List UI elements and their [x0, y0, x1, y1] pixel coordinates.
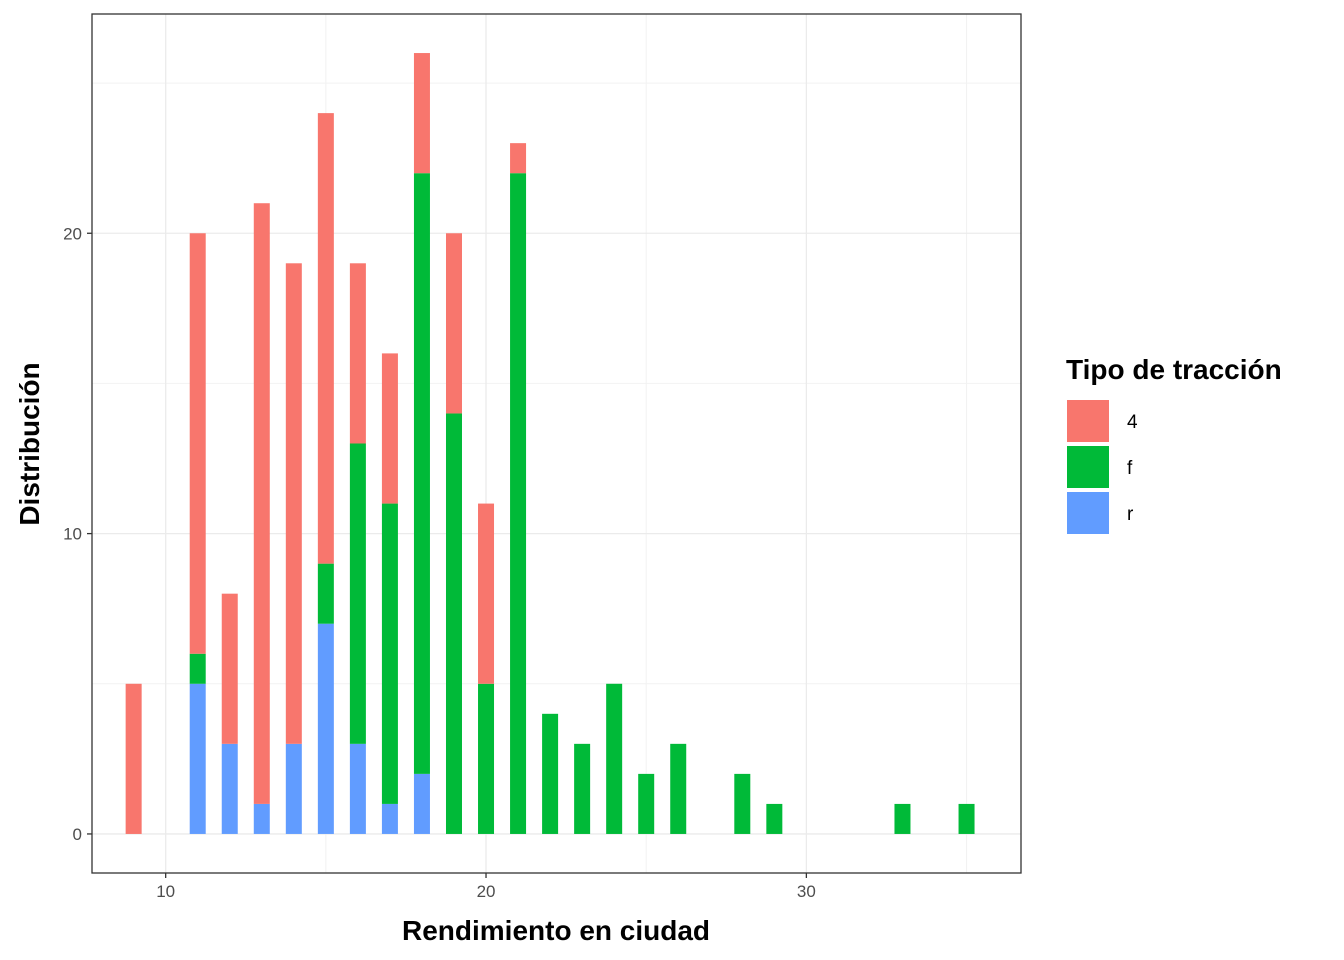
bar-segment-4-x19 [445, 233, 462, 414]
x-axis-title: Rendimiento en ciudad [402, 915, 710, 946]
bar-segment-f-x29 [766, 803, 783, 834]
legend-key-4 [1067, 400, 1109, 442]
bar-segment-f-x17 [381, 503, 398, 804]
bar-segment-f-x33 [894, 803, 911, 834]
bar-segment-4-x17 [381, 353, 398, 504]
legend-label-r: r [1127, 504, 1134, 525]
bar-segment-f-x26 [670, 743, 687, 834]
bar-segment-f-x18 [413, 173, 430, 774]
bar-segment-f-x11 [189, 653, 206, 684]
bars [125, 53, 975, 834]
bar-segment-f-x19 [445, 413, 462, 834]
bar-segment-f-x15 [317, 563, 334, 624]
bar-segment-4-x21 [510, 143, 527, 174]
bar-segment-f-x24 [606, 683, 623, 834]
bar-segment-4-x14 [285, 263, 302, 744]
bar-segment-f-x20 [478, 683, 495, 834]
bar-segment-r-x18 [413, 773, 430, 834]
bar-segment-4-x15 [317, 113, 334, 564]
y-tick-label: 20 [63, 224, 82, 243]
bar-segment-r-x15 [317, 623, 334, 834]
legend-key-f [1067, 446, 1109, 488]
bar-segment-r-x13 [253, 803, 270, 834]
bar-segment-4-x11 [189, 233, 206, 654]
legend: Tipo de tracción 4 f r [1066, 354, 1282, 534]
bar-segment-4-x20 [478, 503, 495, 684]
bar-segment-f-x35 [958, 803, 975, 834]
x-tick-label: 10 [156, 882, 175, 901]
bar-segment-r-x16 [349, 743, 366, 834]
y-tick-label: 10 [63, 525, 82, 544]
bar-segment-4-x18 [413, 53, 430, 174]
bar-segment-r-x11 [189, 683, 206, 834]
bar-segment-f-x16 [349, 443, 366, 744]
bar-segment-f-x25 [638, 773, 655, 834]
bar-segment-r-x17 [381, 803, 398, 834]
bar-segment-r-x12 [221, 743, 238, 834]
y-axis-title: Distribución [14, 362, 45, 525]
bar-segment-f-x23 [574, 743, 591, 834]
legend-label-4: 4 [1127, 412, 1138, 433]
axes: 10 20 30 0 10 20 [63, 224, 816, 901]
bar-segment-f-x28 [734, 773, 751, 834]
bar-segment-f-x21 [510, 173, 527, 834]
bar-segment-4-x13 [253, 203, 270, 804]
legend-title: Tipo de tracción [1066, 354, 1282, 385]
x-tick-label: 20 [477, 882, 496, 901]
legend-key-r [1067, 492, 1109, 534]
x-tick-label: 30 [797, 882, 816, 901]
bar-segment-4-x9 [125, 683, 142, 834]
bar-segment-4-x16 [349, 263, 366, 444]
bar-segment-r-x14 [285, 743, 302, 834]
panel-border [91, 13, 1022, 874]
y-tick-label: 0 [73, 825, 82, 844]
bar-segment-4-x12 [221, 593, 238, 744]
bar-segment-f-x22 [542, 713, 559, 834]
legend-label-f: f [1127, 458, 1133, 479]
